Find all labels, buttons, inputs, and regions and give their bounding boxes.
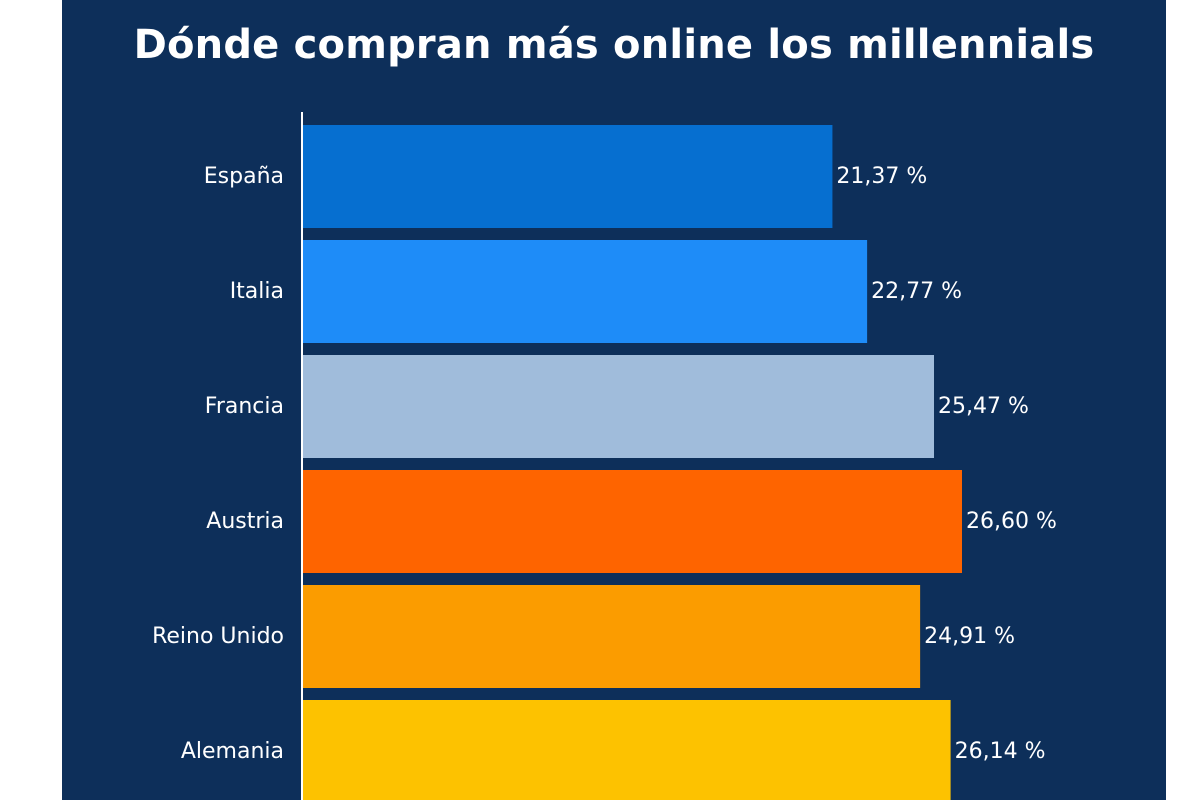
- bar-5: [303, 700, 951, 800]
- category-label: Francia: [205, 394, 284, 419]
- value-label: 26,60 %: [966, 509, 1057, 534]
- bar-4: [303, 585, 921, 688]
- bar-0: [303, 125, 833, 228]
- category-label: Reino Unido: [152, 624, 284, 649]
- category-label: Italia: [230, 279, 284, 304]
- bar-chart: España 21,37 % Italia 22,77 % Francia 25,47 %…: [152, 112, 1057, 800]
- bar-1: [303, 240, 868, 343]
- chart-title: Dónde compran más online los millennials: [133, 22, 1095, 68]
- category-label: Alemania: [181, 739, 284, 764]
- value-label: 24,91 %: [924, 624, 1015, 649]
- value-label: 22,77 %: [871, 279, 962, 304]
- category-label: España: [204, 164, 284, 189]
- bar-3: [303, 470, 962, 573]
- category-label: Austria: [206, 509, 284, 534]
- bar-2: [303, 355, 935, 458]
- value-label: 21,37 %: [836, 164, 927, 189]
- chart-panel: Dónde compran más online los millennials…: [62, 0, 1166, 800]
- value-label: 25,47 %: [938, 394, 1029, 419]
- value-label: 26,14 %: [955, 739, 1046, 764]
